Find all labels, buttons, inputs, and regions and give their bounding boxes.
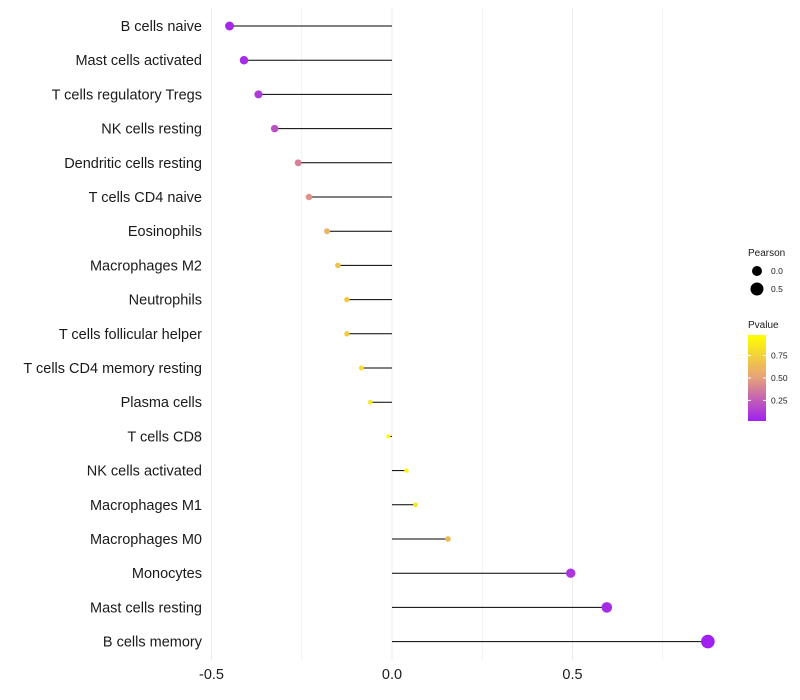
lollipop-segments	[229, 25, 708, 643]
x-tick-1: 0.0	[382, 667, 402, 683]
point-5	[305, 193, 313, 201]
y-label-7: Macrophages M2	[90, 258, 202, 274]
point-4	[294, 159, 302, 167]
point-6	[324, 228, 331, 235]
lollipop-points	[225, 21, 715, 649]
y-label-12: T cells CD8	[127, 429, 202, 445]
y-label-10: T cells CD4 memory resting	[23, 361, 202, 377]
point-9	[344, 331, 350, 337]
legend-colorbar	[748, 335, 766, 421]
y-label-16: Monocytes	[132, 566, 202, 582]
y-label-4: Dendritic cells resting	[64, 156, 202, 172]
y-label-5: T cells CD4 naive	[89, 190, 202, 206]
y-label-17: Mast cells resting	[90, 600, 202, 616]
legend-color-title: Pvalue	[748, 320, 779, 331]
legend-size-point-1	[750, 282, 764, 296]
x-tick-0: -0.5	[199, 667, 224, 683]
point-12	[386, 434, 391, 439]
point-14	[413, 502, 418, 508]
point-8	[344, 296, 350, 303]
colorbar-label-2: 0.25	[771, 395, 788, 405]
y-label-2: T cells regulatory Tregs	[52, 87, 202, 103]
point-11	[368, 399, 373, 405]
point-0	[225, 21, 235, 31]
y-label-14: Macrophages M1	[90, 498, 202, 514]
y-label-18: B cells memory	[103, 635, 203, 651]
colorbar-label-0: 0.75	[771, 351, 788, 361]
point-16	[565, 568, 576, 578]
y-label-8: Neutrophils	[129, 293, 202, 309]
point-1	[239, 55, 249, 65]
point-17	[601, 602, 613, 613]
y-label-9: T cells follicular helper	[59, 327, 202, 343]
legend-size-label-1: 0.5	[771, 284, 783, 294]
legend-colorbar-ticks: 0.75 0.50 0.25	[748, 351, 788, 405]
legend: Pearson 0.0 0.5 Pvalue 0.75 0.50 0.25	[748, 248, 788, 421]
point-7	[335, 262, 341, 269]
y-label-0: B cells naive	[121, 19, 202, 35]
colorbar-label-1: 0.50	[771, 373, 788, 383]
x-tick-2: 0.5	[562, 667, 582, 683]
y-label-11: Plasma cells	[121, 395, 202, 411]
y-label-13: NK cells activated	[87, 464, 202, 480]
grid-lines	[211, 8, 664, 660]
point-13	[404, 468, 409, 473]
legend-size-label-0: 0.0	[771, 266, 783, 276]
x-axis-ticks: -0.5 0.0 0.5	[199, 667, 583, 683]
y-label-15: Macrophages M0	[90, 532, 202, 548]
y-label-1: Mast cells activated	[75, 53, 202, 69]
y-axis-labels: B cells naive Mast cells activated T cells…	[23, 19, 202, 651]
y-label-3: NK cells resting	[101, 122, 202, 138]
y-label-6: Eosinophils	[128, 224, 202, 240]
legend-size-point-0	[752, 266, 762, 276]
point-3	[270, 124, 279, 133]
point-10	[358, 365, 364, 371]
legend-size-title: Pearson	[748, 248, 785, 259]
point-15	[445, 536, 451, 542]
point-18	[701, 634, 715, 649]
point-2	[254, 90, 263, 99]
